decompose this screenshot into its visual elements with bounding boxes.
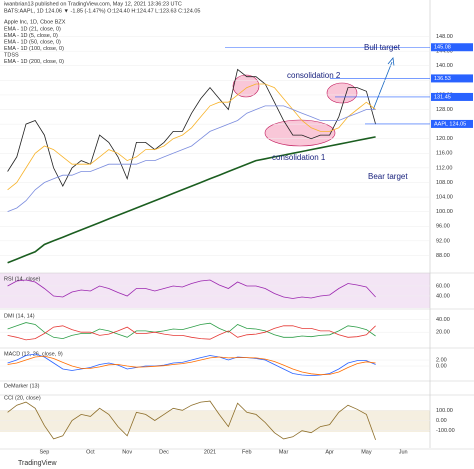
legend-entry: TDSS [4,52,19,58]
x-tick-label: Sep [40,449,50,455]
y-tick-label: 2.00 [436,357,447,363]
y-tick-label: 60.00 [436,283,450,289]
y-tick-label: 116.00 [436,151,452,157]
legend-entry: EMA - 1D (200, close, 0) [4,59,64,65]
y-tick-label: 100.00 [436,209,453,215]
series-line [7,83,376,191]
highlight [232,74,260,98]
y-tick-label: 144.00 [436,49,453,55]
series-line [7,136,376,264]
level-label: 131.45 [434,94,451,100]
legend-entry: EMA - 1D (5, close, 0) [4,33,58,39]
y-tick-label: 96.00 [436,224,450,230]
level-box [431,119,473,128]
level-box [431,74,473,83]
chart-title: Apple Inc, 1D, Cboe BZX [4,19,66,25]
y-tick-label: 40.00 [436,293,450,299]
y-tick-label: 108.00 [436,180,453,186]
y-tick-label: -100.00 [436,428,455,434]
annotation: consolidation 2 [287,71,341,80]
pane-title: CCI (20, close) [4,395,41,401]
legend-entry: EMA - 1D (21, close, 0) [4,26,61,32]
y-tick-label: 20.00 [436,330,450,336]
annotation: Bear target [368,172,408,181]
annotation: consolidation 1 [272,153,326,162]
pane-title: DMI (14, 14) [4,313,35,319]
y-tick-label: 88.00 [436,253,450,259]
legend-entry: EMA - 1D (50, close, 0) [4,39,61,45]
x-tick-label: Mar [279,449,289,455]
y-tick-label: 104.00 [436,195,453,201]
x-tick-label: Dec [159,449,169,455]
y-tick-label: 112.00 [436,165,452,171]
series-line [7,279,376,299]
level-box [431,92,473,101]
x-tick-label: 2021 [204,449,216,455]
x-tick-label: Nov [122,449,132,455]
y-tick-label: 128.00 [436,107,453,113]
y-tick-label: 0.00 [436,418,447,424]
level-label: 145.08 [434,45,451,51]
rsi-band [0,273,430,308]
level-label: AAPL 124.05 [434,121,466,127]
series-line [7,105,376,212]
annotation: Bull target [364,43,401,52]
level-label: 136.53 [434,76,451,82]
highlight [326,82,358,104]
pane-title: DeMarker (13) [4,383,40,389]
series-line [7,68,376,187]
x-tick-label: May [361,449,372,455]
y-tick-label: 0.00 [436,363,447,369]
symbol-line: BATS:AAPL, 1D 124.06 ▼ -1.85 (-1.47%) O:… [4,8,200,14]
y-tick-label: 120.00 [436,136,453,142]
x-tick-label: Feb [242,449,251,455]
x-tick-label: Oct [86,449,95,455]
y-tick-label: 140.00 [436,63,453,69]
series-line [7,355,376,376]
x-tick-label: Jun [399,449,408,455]
legend-entry: EMA - 1D (100, close, 0) [4,46,64,52]
y-tick-label: 40.00 [436,317,450,323]
series-line [7,322,376,340]
series-line [7,353,376,377]
arrow [372,61,393,111]
arrowhead [387,57,395,67]
y-tick-label: 148.00 [436,34,453,40]
x-tick-label: Apr [325,449,334,455]
series-line [7,400,376,441]
highlight [264,119,336,147]
footer-logo: TradingView [18,460,57,467]
y-tick-label: 100.00 [436,408,453,414]
series-line [7,325,376,341]
pane-title: RSI (14, close) [4,276,41,282]
cci-band [0,410,430,432]
level-box [431,43,473,52]
y-tick-label: 92.00 [436,238,450,244]
published: iwanbrian13 published on TradingView.com… [4,1,182,7]
